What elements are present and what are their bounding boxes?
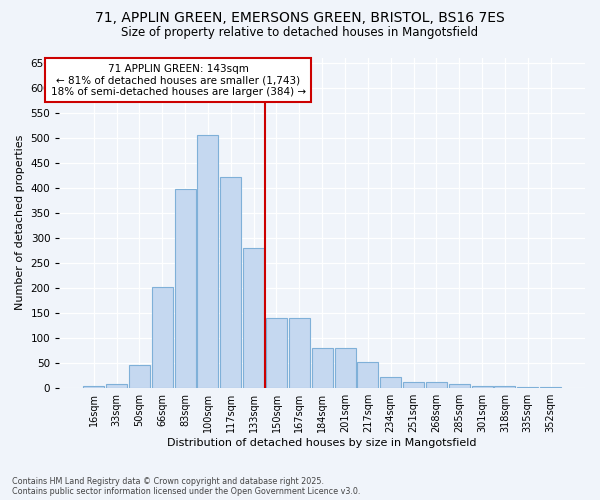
Bar	[243, 248, 264, 388]
Bar	[129, 365, 150, 388]
Bar	[197, 135, 218, 388]
Bar	[175, 189, 196, 388]
Bar	[494, 386, 515, 388]
Bar	[472, 386, 493, 388]
Bar	[358, 362, 379, 388]
Bar	[289, 318, 310, 388]
Bar	[311, 348, 332, 388]
Bar	[152, 286, 173, 388]
Bar	[380, 376, 401, 388]
Bar	[106, 384, 127, 388]
Y-axis label: Number of detached properties: Number of detached properties	[15, 135, 25, 310]
Bar	[449, 384, 470, 388]
Bar	[517, 386, 538, 388]
Bar	[335, 348, 356, 388]
Text: 71 APPLIN GREEN: 143sqm
← 81% of detached houses are smaller (1,743)
18% of semi: 71 APPLIN GREEN: 143sqm ← 81% of detache…	[50, 64, 306, 96]
Text: 71, APPLIN GREEN, EMERSONS GREEN, BRISTOL, BS16 7ES: 71, APPLIN GREEN, EMERSONS GREEN, BRISTO…	[95, 11, 505, 25]
X-axis label: Distribution of detached houses by size in Mangotsfield: Distribution of detached houses by size …	[167, 438, 477, 448]
Bar	[220, 176, 241, 388]
Bar	[426, 382, 447, 388]
Text: Size of property relative to detached houses in Mangotsfield: Size of property relative to detached ho…	[121, 26, 479, 39]
Bar	[83, 386, 104, 388]
Bar	[266, 318, 287, 388]
Text: Contains HM Land Registry data © Crown copyright and database right 2025.
Contai: Contains HM Land Registry data © Crown c…	[12, 476, 361, 496]
Bar	[540, 386, 561, 388]
Bar	[403, 382, 424, 388]
